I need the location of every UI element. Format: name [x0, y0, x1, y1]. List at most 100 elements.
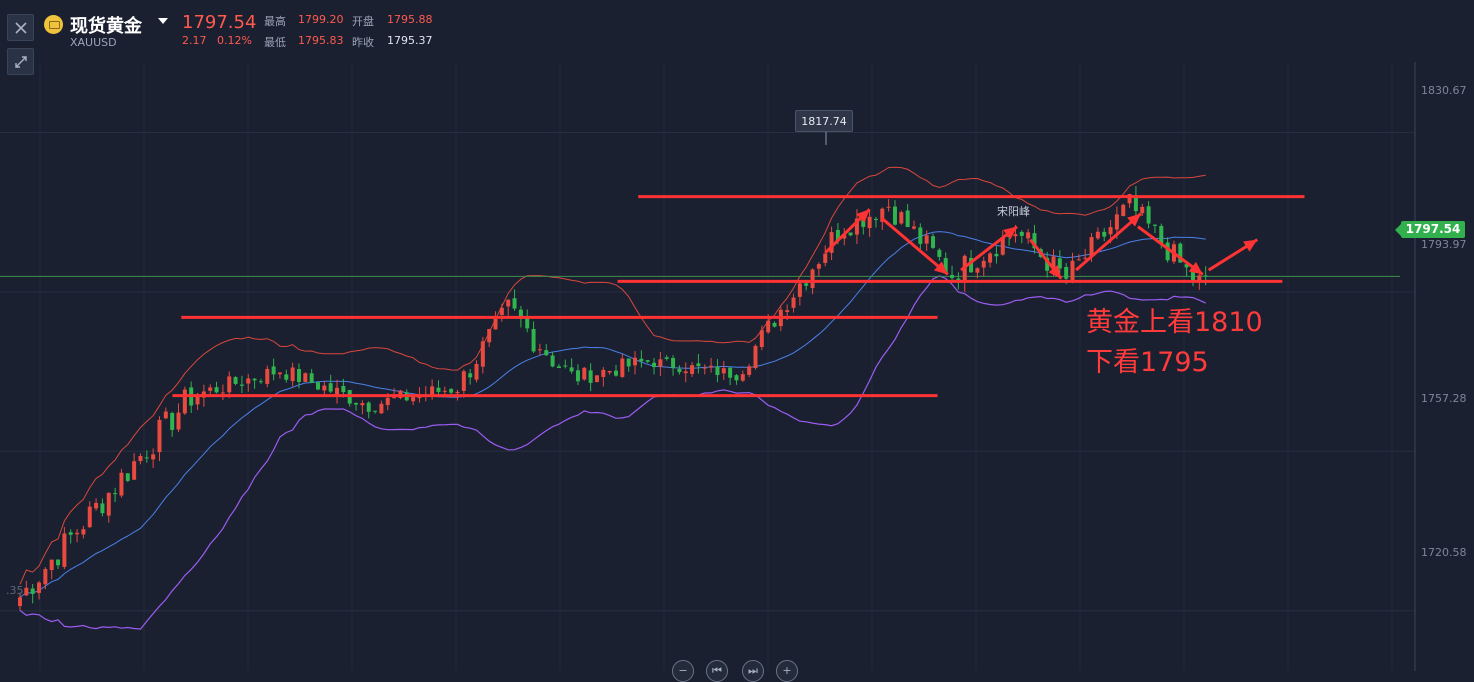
- candle-body: [759, 330, 764, 347]
- candle-body: [163, 411, 168, 419]
- candle-body: [493, 316, 498, 330]
- candle-body: [449, 388, 454, 393]
- candle-body: [772, 322, 777, 327]
- candle-body: [614, 370, 618, 376]
- partial-axis-label: .35: [6, 584, 24, 597]
- candle-body: [556, 366, 561, 368]
- candle-body: [56, 559, 61, 566]
- arrow-head-icon: [1127, 213, 1141, 227]
- annotation-line-2: 下看1795: [1086, 347, 1209, 378]
- candle-body: [709, 365, 714, 368]
- candle-body: [392, 397, 397, 399]
- candle-body: [480, 341, 485, 367]
- candle-body: [785, 310, 790, 313]
- candle-body: [873, 218, 878, 220]
- candle-body: [931, 236, 936, 248]
- candle-body: [106, 492, 111, 516]
- instrument-name[interactable]: 现货黄金: [70, 16, 142, 37]
- arrow-head-icon: [1048, 264, 1062, 279]
- candle-body: [487, 329, 492, 343]
- candle-body: [1203, 275, 1208, 277]
- low-label: 最低: [264, 36, 286, 49]
- candle-body: [113, 493, 118, 495]
- current-price-tag: 1797.54: [1395, 221, 1465, 238]
- chevron-down-icon[interactable]: [158, 18, 168, 24]
- candle-body: [87, 506, 92, 528]
- peak-price-label: 1817.74: [795, 110, 853, 132]
- candle-body: [696, 363, 701, 367]
- candle-body: [30, 588, 35, 594]
- candle-body: [499, 307, 504, 316]
- candle-body: [360, 403, 365, 406]
- candle-body: [880, 208, 885, 222]
- high-label: 最高: [264, 15, 286, 28]
- candle-body: [290, 367, 295, 382]
- candle-body: [1000, 237, 1005, 255]
- zoom-out-button[interactable]: −: [672, 660, 694, 682]
- candle-body: [950, 274, 955, 279]
- candle-body: [94, 502, 99, 509]
- candle-body: [1057, 258, 1062, 269]
- candle-body: [233, 377, 238, 384]
- candle-body: [797, 283, 802, 297]
- candle-body: [182, 389, 187, 414]
- candle-body: [633, 357, 638, 366]
- high-value: 1799.20: [298, 13, 344, 26]
- candle-body: [284, 374, 289, 380]
- instrument-symbol: XAUUSD: [70, 36, 117, 49]
- candle-body: [474, 364, 479, 380]
- gold-logo-icon: [44, 15, 63, 34]
- candle-body: [537, 349, 542, 351]
- candle-body: [962, 255, 967, 283]
- candle-body: [1146, 206, 1151, 224]
- candle-body: [518, 309, 523, 319]
- candle-body: [430, 386, 435, 396]
- candle-body: [43, 569, 48, 585]
- candle-body: [1032, 233, 1037, 249]
- close-button[interactable]: [7, 14, 34, 41]
- candle-body: [829, 232, 834, 253]
- candle-body: [715, 366, 720, 376]
- candle-body: [626, 358, 631, 367]
- scroll-right-button[interactable]: ⏭: [742, 660, 764, 682]
- candle-body: [411, 397, 416, 402]
- candle-body: [899, 212, 904, 224]
- candle-body: [385, 397, 390, 406]
- candle-body: [265, 368, 270, 384]
- last-price: 1797.54: [182, 12, 257, 33]
- scroll-left-button[interactable]: ⏮: [706, 660, 728, 682]
- candle-body: [1127, 194, 1132, 204]
- candle-body: [563, 365, 568, 367]
- candle-body: [1045, 257, 1050, 271]
- candle-body: [1140, 206, 1145, 214]
- candle-body: [75, 532, 80, 535]
- candle-body: [373, 410, 378, 412]
- candle-body: [1076, 259, 1081, 261]
- candle-body: [208, 387, 213, 391]
- candle-body: [975, 268, 980, 273]
- trend-arrow: [1137, 225, 1204, 276]
- price-change-pct: 0.12%: [217, 34, 252, 47]
- candle-body: [132, 461, 137, 480]
- candle-body: [354, 403, 359, 405]
- candle-body: [1184, 264, 1189, 268]
- candle-body: [366, 402, 371, 412]
- candle-body: [810, 269, 815, 289]
- candle-body: [905, 210, 910, 228]
- candle-body: [601, 369, 606, 377]
- candle-body: [861, 219, 866, 227]
- candle-body: [442, 390, 447, 392]
- open-value: 1795.88: [387, 13, 433, 26]
- middle-band-line: [19, 231, 1206, 598]
- candle-body: [37, 582, 42, 594]
- candle-body: [753, 345, 758, 369]
- candle-body: [506, 299, 511, 307]
- candle-body: [138, 455, 143, 462]
- zoom-in-button[interactable]: +: [776, 660, 798, 682]
- candle-body: [258, 381, 263, 383]
- candle-body: [1178, 243, 1183, 263]
- expand-button[interactable]: [7, 48, 34, 75]
- candle-body: [594, 375, 599, 383]
- prev-close-value: 1795.37: [387, 34, 433, 47]
